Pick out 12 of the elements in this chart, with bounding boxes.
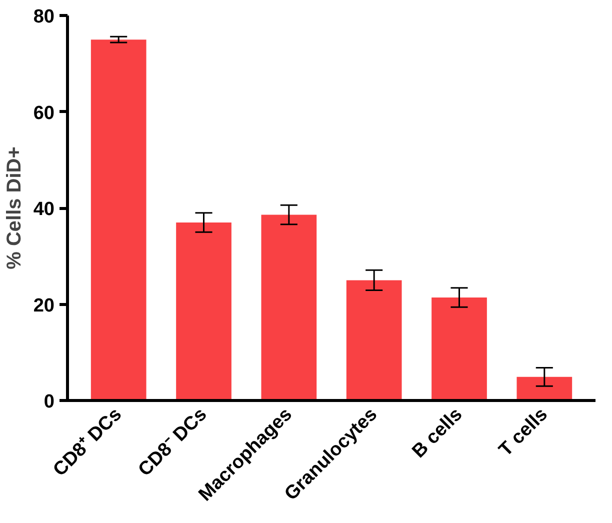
y-axis-title: % Cells DiD+	[3, 146, 26, 270]
y-tick-label: 80	[33, 6, 55, 28]
y-tick-label: 20	[33, 295, 55, 316]
bar	[432, 298, 487, 400]
bar	[90, 40, 146, 400]
y-tick-label: 0	[44, 392, 55, 412]
y-tick-label: 60	[33, 102, 55, 124]
bar	[261, 214, 317, 400]
bar	[516, 376, 572, 400]
bar	[176, 222, 232, 400]
y-tick-label: 40	[33, 199, 55, 220]
bar	[346, 280, 402, 400]
